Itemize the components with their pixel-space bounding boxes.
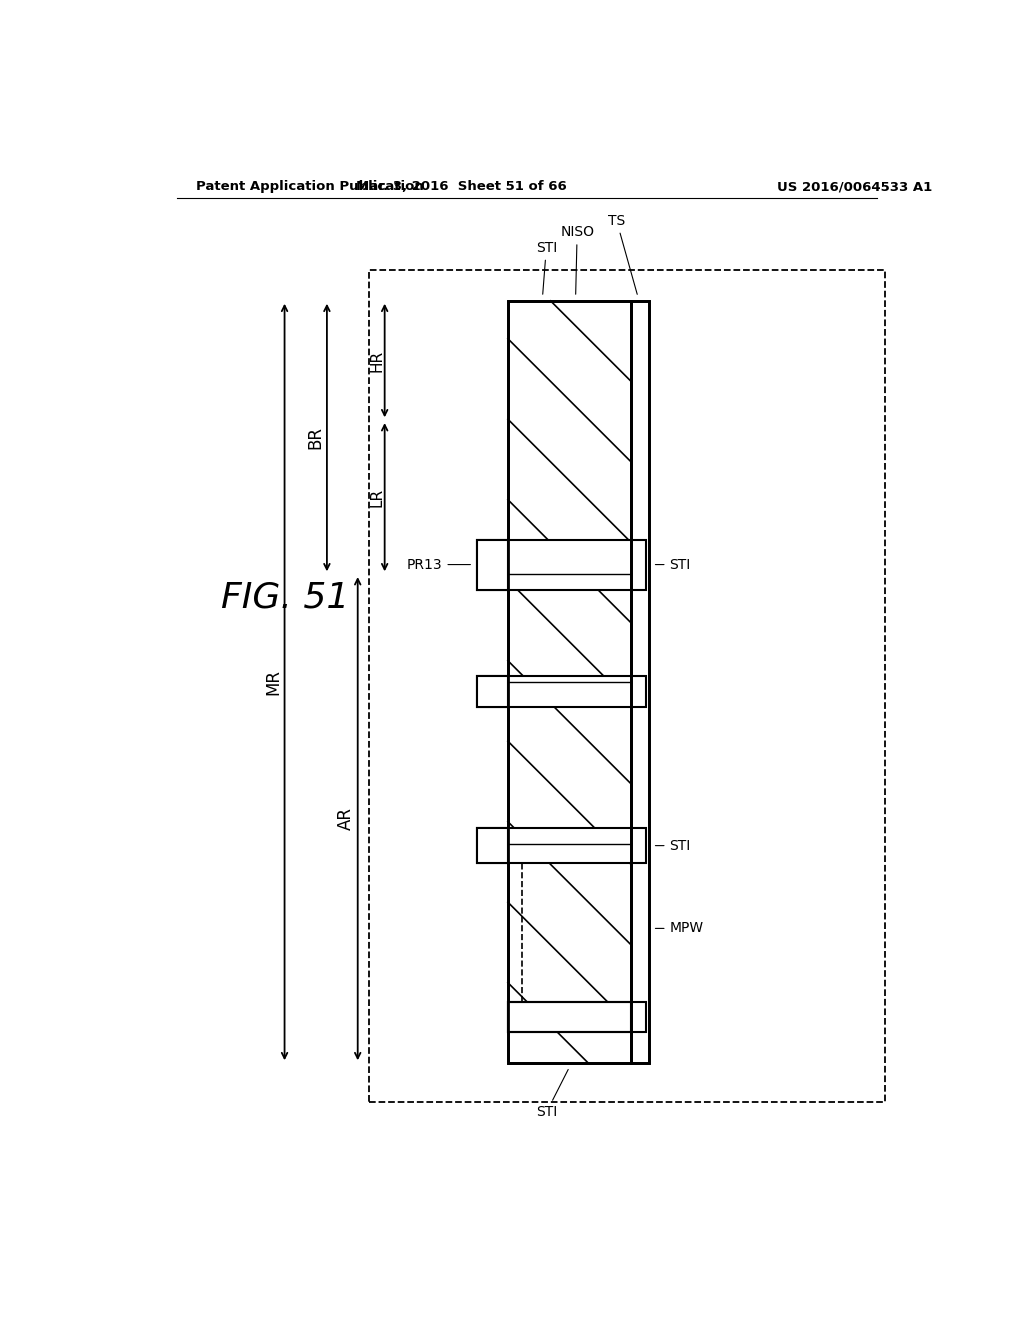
Text: TS: TS bbox=[608, 214, 637, 294]
Bar bbox=[477, 677, 507, 706]
Text: BR: BR bbox=[306, 426, 325, 449]
Bar bbox=[477, 829, 508, 863]
Bar bbox=[477, 829, 646, 863]
Bar bbox=[631, 301, 649, 1063]
Text: Patent Application Publication: Patent Application Publication bbox=[196, 181, 424, 194]
Text: LR: LR bbox=[370, 487, 384, 507]
Text: STI: STI bbox=[536, 240, 557, 294]
Bar bbox=[508, 301, 631, 1063]
Text: STI: STI bbox=[655, 557, 691, 572]
Text: AR: AR bbox=[337, 807, 355, 830]
Bar bbox=[631, 301, 649, 1063]
Text: US 2016/0064533 A1: US 2016/0064533 A1 bbox=[777, 181, 933, 194]
Text: HR: HR bbox=[370, 350, 384, 372]
Text: STI: STI bbox=[536, 1069, 568, 1119]
Bar bbox=[477, 540, 508, 590]
Bar bbox=[477, 540, 507, 589]
Bar bbox=[508, 301, 631, 1063]
Bar bbox=[477, 829, 507, 862]
Text: FIG. 51: FIG. 51 bbox=[221, 581, 350, 614]
Bar bbox=[508, 1002, 631, 1032]
Bar bbox=[477, 676, 646, 706]
Bar bbox=[477, 540, 646, 590]
Bar bbox=[477, 676, 508, 706]
Text: STI: STI bbox=[655, 838, 691, 853]
Bar bbox=[508, 1002, 646, 1032]
Bar bbox=[370, 271, 885, 1102]
Text: MR: MR bbox=[264, 669, 282, 696]
Text: PR13: PR13 bbox=[407, 557, 470, 572]
Text: MPW: MPW bbox=[655, 921, 703, 936]
Text: Mar. 3, 2016  Sheet 51 of 66: Mar. 3, 2016 Sheet 51 of 66 bbox=[356, 181, 567, 194]
Text: NISO: NISO bbox=[560, 226, 594, 294]
